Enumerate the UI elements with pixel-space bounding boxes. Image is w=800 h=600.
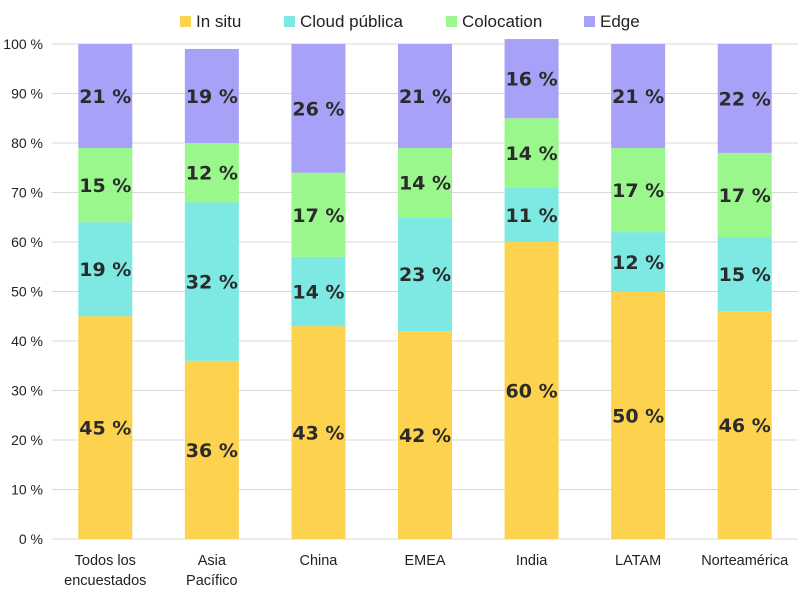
y-tick-label: 60 % bbox=[11, 234, 43, 250]
y-tick-label: 10 % bbox=[11, 482, 43, 498]
data-label: 45 % bbox=[79, 418, 131, 440]
y-tick-label: 100 % bbox=[3, 36, 43, 52]
legend-swatch bbox=[584, 16, 595, 27]
x-tick-label: China bbox=[299, 553, 338, 569]
y-tick-label: 30 % bbox=[11, 383, 43, 399]
y-tick-label: 0 % bbox=[19, 531, 43, 547]
bars bbox=[78, 39, 772, 539]
data-label: 23 % bbox=[399, 264, 451, 286]
x-axis: Todos los encuestados Asia Pacífico China EME… bbox=[64, 553, 789, 589]
bar-segment bbox=[78, 222, 133, 317]
legend-label: In situ bbox=[196, 12, 241, 31]
y-tick-label: 40 % bbox=[11, 333, 43, 349]
bar-segment bbox=[398, 147, 452, 218]
x-tick-label: encuestados bbox=[64, 573, 146, 589]
data-label: 36 % bbox=[186, 440, 238, 462]
data-label: 21 % bbox=[612, 86, 664, 108]
data-label: 12 % bbox=[186, 163, 238, 185]
data-label: 12 % bbox=[612, 252, 664, 274]
bar-segment bbox=[184, 360, 239, 539]
y-tick-label: 80 % bbox=[11, 135, 43, 151]
bar-segment bbox=[717, 152, 772, 238]
data-label: 22 % bbox=[719, 88, 771, 110]
bar-segment bbox=[504, 39, 559, 119]
legend-swatch bbox=[284, 16, 295, 27]
bar-segment bbox=[611, 44, 666, 148]
bar-segment bbox=[398, 44, 452, 148]
bar-segment bbox=[504, 118, 559, 188]
y-axis: 0 % 10 % 20 % 30 % 40 % 50 % 60 % 70 % 80 % 90 % 1… bbox=[3, 36, 43, 547]
bar-segment bbox=[78, 44, 133, 148]
x-tick-label: Asia bbox=[198, 553, 227, 569]
bar-segment bbox=[398, 331, 452, 539]
legend-swatch bbox=[180, 16, 191, 27]
bar-segment bbox=[611, 147, 666, 233]
x-tick-label: India bbox=[516, 553, 548, 569]
y-tick-label: 70 % bbox=[11, 185, 43, 201]
data-label: 21 % bbox=[79, 86, 131, 108]
bar-segment bbox=[78, 147, 133, 223]
bar-segment bbox=[184, 143, 239, 203]
data-label: 32 % bbox=[186, 272, 238, 294]
legend-label: Cloud pública bbox=[300, 12, 404, 31]
data-label: 21 % bbox=[399, 86, 451, 108]
bar-segment bbox=[717, 237, 772, 312]
bar-segment bbox=[291, 172, 346, 257]
data-label: 15 % bbox=[719, 264, 771, 286]
legend-label: Colocation bbox=[462, 12, 542, 31]
data-label: 17 % bbox=[292, 205, 344, 227]
bar-segment bbox=[717, 311, 772, 539]
bar-segment bbox=[611, 232, 666, 292]
data-label: 19 % bbox=[79, 259, 131, 281]
bar-segment bbox=[504, 242, 559, 539]
value-labels: 45 % 19 % 15 % 21 % 36 % 32 % 12 % 19 % 43 % 14 %… bbox=[79, 69, 771, 462]
data-label: 16 % bbox=[506, 69, 558, 91]
bar-segment bbox=[291, 44, 346, 173]
bar-segment bbox=[184, 202, 239, 361]
bar-segment bbox=[184, 48, 239, 144]
bar-segment bbox=[78, 316, 133, 539]
data-label: 17 % bbox=[719, 185, 771, 207]
data-label: 17 % bbox=[612, 180, 664, 202]
y-tick-label: 20 % bbox=[11, 432, 43, 448]
data-label: 15 % bbox=[79, 175, 131, 197]
data-label: 14 % bbox=[292, 282, 344, 304]
bar-segment bbox=[291, 326, 346, 539]
data-label: 60 % bbox=[506, 381, 558, 403]
data-label: 26 % bbox=[292, 98, 344, 120]
y-tick-label: 50 % bbox=[11, 284, 43, 300]
data-label: 14 % bbox=[399, 173, 451, 195]
x-tick-label: Norteamérica bbox=[701, 553, 789, 569]
data-label: 42 % bbox=[399, 425, 451, 447]
bar-segment bbox=[398, 217, 452, 332]
data-label: 50 % bbox=[612, 405, 664, 427]
x-tick-label: Pacífico bbox=[186, 573, 238, 589]
x-tick-label: EMEA bbox=[404, 553, 445, 569]
bar-segment bbox=[611, 291, 666, 539]
bar-segment bbox=[717, 44, 772, 153]
legend: In situ Cloud pública Colocation Edge bbox=[180, 12, 640, 31]
x-tick-label: LATAM bbox=[615, 553, 661, 569]
bar-segment bbox=[504, 187, 559, 242]
data-label: 43 % bbox=[292, 423, 344, 445]
x-tick-label: Todos los bbox=[75, 553, 136, 569]
data-label: 46 % bbox=[719, 415, 771, 437]
data-label: 14 % bbox=[506, 143, 558, 165]
y-tick-label: 90 % bbox=[11, 86, 43, 102]
legend-label: Edge bbox=[600, 12, 640, 31]
legend-swatch bbox=[446, 16, 457, 27]
bar-segment bbox=[291, 256, 346, 327]
data-label: 11 % bbox=[506, 205, 558, 227]
data-label: 19 % bbox=[186, 86, 238, 108]
